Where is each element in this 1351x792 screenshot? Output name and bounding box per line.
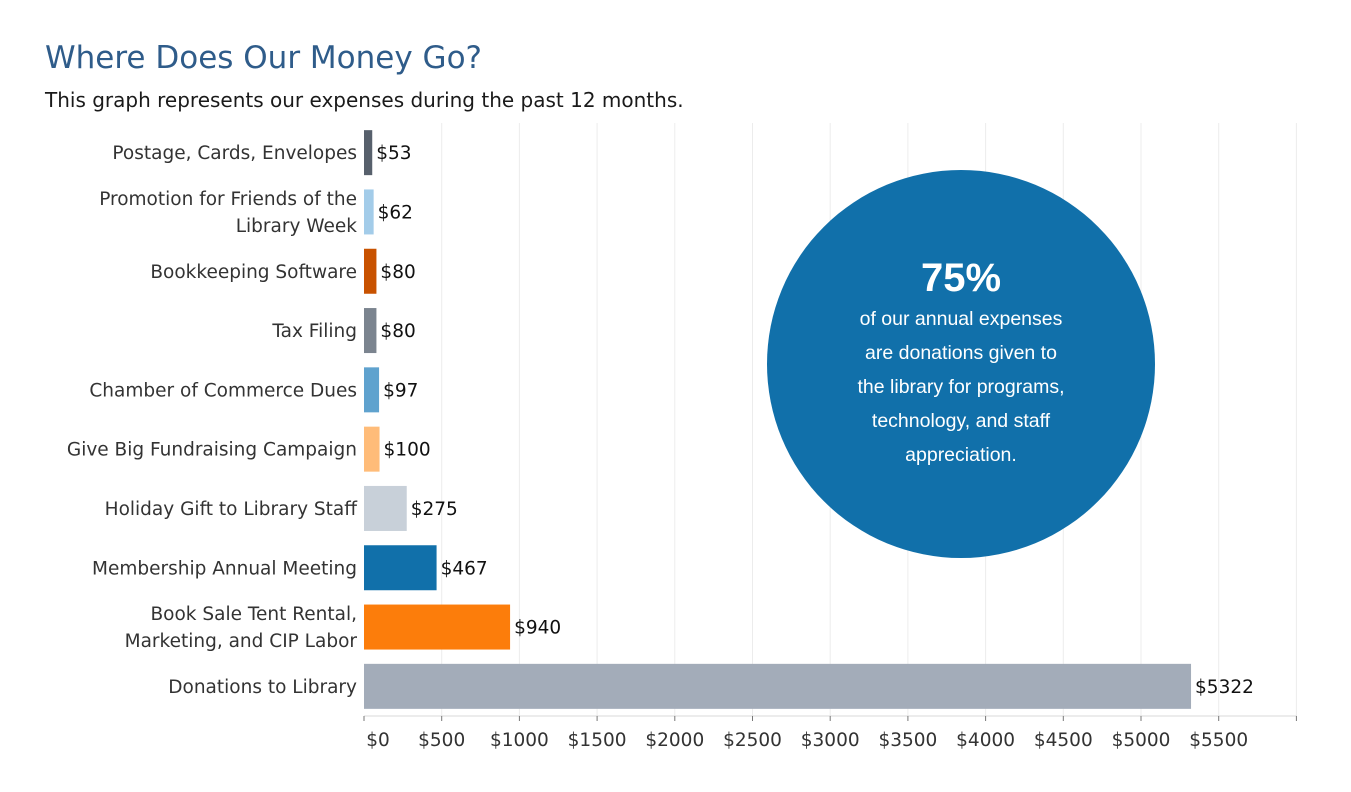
bar (364, 663, 1192, 709)
x-tick-label: $500 (418, 730, 465, 751)
x-tick-label: $1000 (490, 730, 549, 751)
category-label: Promotion for Friends of the Library Week (99, 189, 357, 237)
category-label-line: Marketing, and CIP Labor (125, 631, 358, 652)
callout-line: the library for programs, (857, 376, 1065, 398)
bar (364, 604, 511, 650)
category-label-line: Tax Filing (271, 321, 357, 342)
category-label-line: Bookkeeping Software (150, 262, 357, 283)
category-label: Membership Annual Meeting (92, 558, 357, 579)
category-label: Book Sale Tent Rental, Marketing, and CIP… (125, 604, 358, 652)
x-tick-label: $3000 (801, 730, 860, 751)
value-label: $97 (383, 380, 418, 401)
bar (364, 248, 377, 294)
chart-title: Where Does Our Money Go? (45, 40, 482, 76)
x-tick-label: $5000 (1112, 730, 1171, 751)
x-tick-label: $4000 (956, 730, 1015, 751)
x-tick-label: $0 (366, 730, 390, 751)
value-label: $62 (378, 202, 413, 223)
category-label: Holiday Gift to Library Staff (105, 499, 359, 520)
x-tick-label: $2500 (723, 730, 782, 751)
category-label: Tax Filing (271, 321, 357, 342)
x-tick-label: $5500 (1189, 730, 1248, 751)
summary-callout-circle: 75% of our annual expenses are donations… (767, 170, 1155, 558)
value-label: $100 (384, 440, 431, 461)
category-label-line: Library Week (236, 216, 358, 237)
x-tick-label: $3500 (878, 730, 937, 751)
category-label-line: Book Sale Tent Rental, (150, 604, 357, 625)
category-label-line: Promotion for Friends of the (99, 189, 357, 210)
x-axis: $0 $500 $1000 $1500 $2000 $2500 $3000 $3500 $400… (363, 715, 1297, 751)
x-tick-label: $1500 (568, 730, 627, 751)
value-label: $80 (380, 321, 415, 342)
bar (364, 189, 374, 235)
category-label-line: Holiday Gift to Library Staff (105, 499, 359, 520)
value-label: $940 (514, 618, 561, 639)
category-label-line: Give Big Fundraising Campaign (67, 440, 357, 461)
bar (364, 485, 407, 531)
category-label-line: Membership Annual Meeting (92, 558, 357, 579)
bars (364, 130, 1192, 709)
value-label: $467 (441, 558, 488, 579)
callout-percent: 75% (920, 256, 1002, 300)
callout-line: technology, and staff (871, 410, 1051, 432)
value-label: $5322 (1195, 677, 1254, 698)
callout-text: of our annual expenses are donations giv… (767, 302, 1155, 472)
bar (364, 426, 380, 472)
value-label: $275 (411, 499, 458, 520)
value-label: $53 (376, 143, 411, 164)
bar (364, 130, 373, 176)
callout-line: of our annual expenses (859, 308, 1063, 330)
chart-subtitle: This graph represents our expenses durin… (45, 88, 684, 112)
category-label-line: Donations to Library (168, 677, 357, 698)
bar (364, 367, 380, 413)
category-label: Bookkeeping Software (150, 262, 357, 283)
category-label: Donations to Library (168, 677, 357, 698)
category-label: Chamber of Commerce Dues (89, 380, 357, 401)
category-label: Give Big Fundraising Campaign (67, 440, 357, 461)
value-label: $80 (380, 262, 415, 283)
bar (364, 308, 377, 354)
x-tick-label: $2000 (645, 730, 704, 751)
value-labels: $53 $62 $80 $80 $97 $100 $275 $467 $940 $5322 (376, 143, 1254, 698)
callout-line: are donations given to (865, 342, 1057, 364)
category-labels: Postage, Cards, Envelopes Promotion for F… (67, 143, 358, 698)
callout-line: appreciation. (905, 444, 1017, 466)
bar (364, 545, 437, 591)
x-tick-label: $4500 (1034, 730, 1093, 751)
category-label-line: Postage, Cards, Envelopes (112, 143, 357, 164)
category-label-line: Chamber of Commerce Dues (89, 380, 357, 401)
category-label: Postage, Cards, Envelopes (112, 143, 357, 164)
